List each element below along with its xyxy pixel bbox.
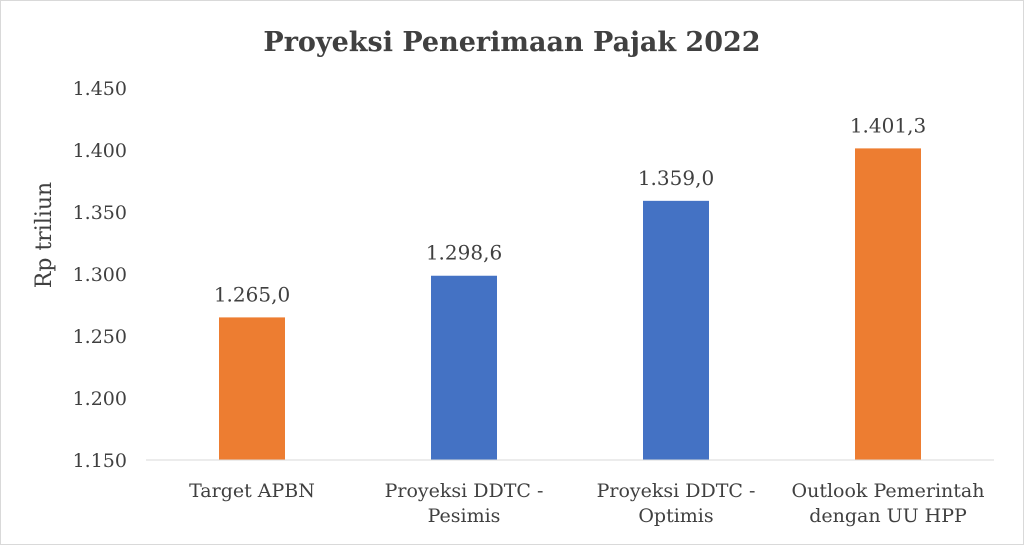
y-tick-label: 1.350 [73, 202, 127, 224]
category-label: Proyeksi DDTC - [597, 480, 756, 502]
category-label: dengan UU HPP [809, 505, 967, 527]
category-label: Proyeksi DDTC - [385, 480, 544, 502]
data-labels-group: 1.265,0 1.298,6 1.359,0 1.401,3 [214, 113, 926, 306]
data-label: 1.298,6 [426, 241, 502, 265]
bar [431, 275, 497, 460]
category-labels-group: Target APBN Proyeksi DDTC - Pesimis Proyeks… [189, 480, 984, 527]
y-tick-label: 1.300 [73, 264, 127, 286]
data-label: 1.401,3 [850, 113, 926, 137]
category-label: Outlook Pemerintah [792, 480, 985, 502]
y-tick-label: 1.150 [73, 450, 127, 472]
y-axis-ticks: 1.150 1.200 1.250 1.300 1.350 1.400 1.450 [73, 78, 127, 472]
category-label: Pesimis [428, 505, 501, 527]
bar [219, 317, 285, 460]
data-label: 1.359,0 [638, 166, 714, 190]
category-label: Target APBN [189, 480, 315, 502]
chart-title: Proyeksi Penerimaan Pajak 2022 [263, 27, 760, 58]
y-tick-label: 1.450 [73, 78, 127, 100]
y-axis-label: Rp triliun [32, 182, 57, 288]
y-tick-label: 1.200 [73, 388, 127, 410]
data-label: 1.265,0 [214, 282, 290, 306]
y-tick-label: 1.400 [73, 140, 127, 162]
bar [643, 200, 709, 460]
category-label: Optimis [638, 505, 713, 527]
bar [855, 148, 921, 460]
y-tick-label: 1.250 [73, 326, 127, 348]
bars-group [219, 148, 921, 460]
